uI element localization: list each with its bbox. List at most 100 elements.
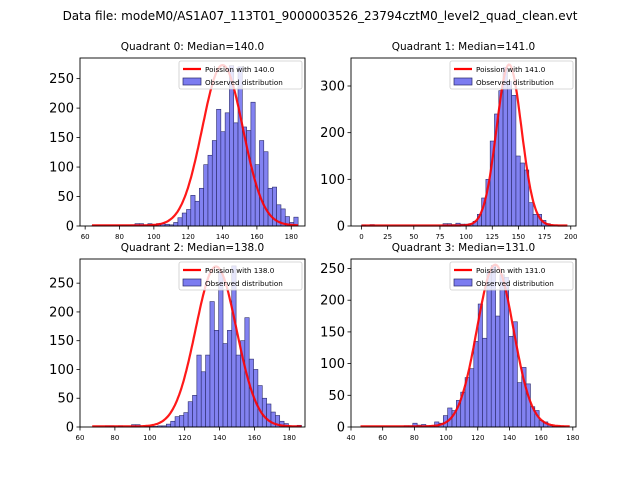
histogram-bar: [214, 330, 219, 428]
histogram-bar: [170, 420, 176, 428]
x-tick-label: 140: [213, 434, 226, 442]
x-tick-label: 175: [538, 233, 551, 241]
histogram-bar: [502, 67, 508, 227]
y-tick-label: 100: [320, 357, 345, 372]
histogram-bar: [519, 162, 525, 227]
legend-label-observed: Observed distribution: [205, 78, 283, 87]
legend-label-poisson: Poission with 140.0: [205, 65, 275, 74]
histogram-bar: [261, 397, 267, 428]
histogram-bar: [174, 416, 180, 428]
x-tick-label: 120: [178, 434, 191, 442]
legend-label-observed: Observed distribution: [476, 279, 554, 288]
poisson-curve: [92, 265, 302, 428]
x-tick-label: 75: [435, 233, 444, 241]
legend-label-observed: Observed distribution: [205, 279, 283, 288]
histogram-bar: [486, 271, 492, 428]
y-tick-label: 0: [66, 421, 74, 436]
histogram-bar: [211, 140, 217, 227]
x-tick-label: 80: [410, 434, 419, 442]
y-tick-label: 250: [320, 262, 345, 277]
x-tick-label: 100: [147, 233, 160, 241]
histogram-bar: [473, 341, 479, 428]
legend-bar-swatch: [182, 278, 202, 287]
subplot-title: Quadrant 2: Median=138.0: [121, 242, 264, 254]
histogram-bar: [207, 154, 213, 227]
histogram-bar: [173, 222, 179, 227]
legend-box: [178, 60, 303, 90]
histogram-bar: [216, 108, 222, 227]
histogram-bar: [200, 371, 206, 428]
histogram-bar: [233, 122, 239, 227]
histogram-bar: [187, 401, 193, 428]
histogram-bar: [199, 187, 204, 227]
legend-label-poisson: Poission with 141.0: [476, 65, 546, 74]
histogram-bar: [209, 301, 215, 428]
histogram-bar: [532, 214, 538, 227]
y-tick-label: 100: [49, 363, 74, 378]
histogram-bar: [224, 112, 230, 227]
x-tick-label: 180: [285, 233, 298, 241]
x-tick-label: 100: [143, 434, 156, 442]
figure-title: Data file: modeM0/AS1A07_113T01_90000035…: [62, 9, 578, 23]
histogram-bar: [220, 131, 226, 227]
y-tick-label: 0: [66, 220, 74, 235]
legend-bar-swatch: [453, 278, 473, 287]
legend-bar-swatch: [182, 77, 202, 86]
poisson-curve: [92, 63, 299, 227]
subplot-2: Quadrant 2: Median=138.0 60 80 100 120 140 160…: [49, 242, 306, 442]
histogram-bar: [218, 271, 224, 428]
legend-label-poisson: Poission with 131.0: [476, 266, 546, 275]
y-tick-label: 250: [49, 277, 74, 292]
x-tick-label: 60: [378, 434, 387, 442]
axes-frame: [350, 57, 577, 227]
x-tick-label: 80: [110, 434, 119, 442]
histogram-bar: [227, 330, 233, 428]
y-tick-label: 200: [49, 305, 74, 320]
x-tick-label: 160: [250, 233, 263, 241]
y-tick-label: 200: [320, 126, 345, 141]
poisson-curve: [360, 263, 570, 428]
histogram-bar: [511, 95, 517, 227]
x-tick-label: 180: [566, 434, 579, 442]
histogram-bar: [469, 368, 475, 428]
subplot-title: Quadrant 0: Median=140.0: [121, 41, 264, 53]
x-tick-label: 140: [216, 233, 229, 241]
histogram-bar: [259, 140, 265, 227]
x-tick-label: 120: [182, 233, 195, 241]
y-tick-label: 200: [320, 294, 345, 309]
y-tick-label: 150: [320, 325, 345, 340]
y-tick-label: 250: [49, 72, 74, 87]
x-tick-label: 100: [459, 233, 472, 241]
histogram-bar: [183, 412, 189, 428]
subplot-title: Quadrant 3: Median=131.0: [392, 242, 535, 254]
x-tick-label: 40: [347, 434, 356, 442]
histogram-bar: [482, 337, 488, 428]
x-tick-label: 100: [439, 434, 452, 442]
axes-frame: [350, 258, 577, 428]
histogram-bar: [507, 81, 512, 227]
histogram-bar: [179, 415, 185, 428]
histogram-bar: [177, 217, 183, 227]
histogram-bar: [192, 395, 198, 428]
histogram-bar: [222, 343, 228, 428]
histogram-bar: [205, 354, 211, 428]
x-tick-label: 160: [248, 434, 261, 442]
axes-frame: [79, 258, 306, 428]
histogram-bar: [515, 155, 521, 227]
y-tick-label: 0: [337, 220, 345, 235]
histogram-bar: [235, 354, 241, 428]
y-tick-label: 200: [49, 102, 74, 117]
y-tick-label: 300: [320, 80, 345, 95]
histogram-bar: [203, 164, 209, 227]
x-tick-label: 120: [471, 434, 484, 442]
y-tick-label: 50: [57, 392, 74, 407]
histogram-bar: [499, 274, 505, 428]
histogram-bar: [186, 209, 192, 227]
histogram-bar: [267, 187, 273, 227]
x-tick-label: 200: [564, 233, 577, 241]
histogram-bar: [266, 403, 272, 428]
y-tick-label: 150: [49, 131, 74, 146]
histogram-bar: [194, 200, 200, 227]
y-tick-label: 50: [328, 389, 345, 404]
